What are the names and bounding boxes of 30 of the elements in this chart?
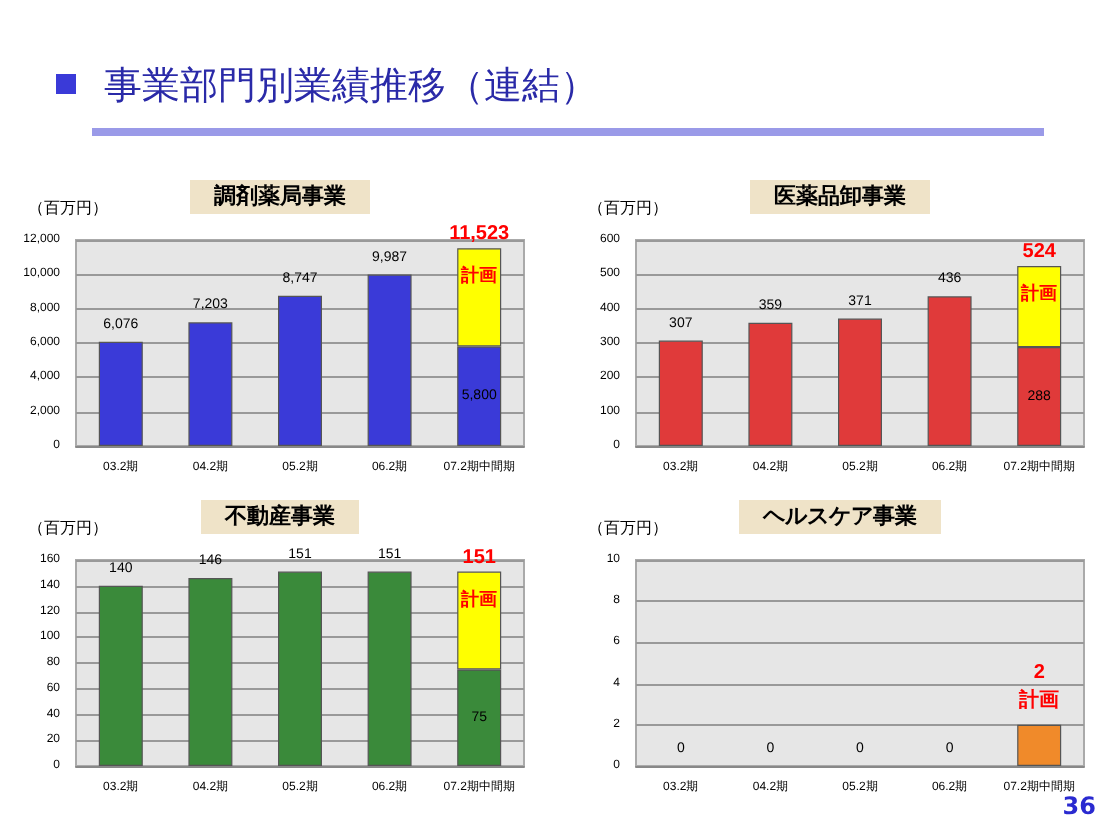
- chart-title: 調剤薬局事業: [214, 183, 346, 209]
- y-axis-title: （百万円）: [588, 199, 668, 217]
- chart-title: ヘルスケア事業: [761, 503, 917, 529]
- total-label: 11,523: [449, 223, 511, 246]
- total-label: 151: [462, 546, 497, 569]
- bar: [278, 295, 322, 446]
- bar: [188, 578, 233, 766]
- bar: [367, 274, 412, 446]
- y-axis-title: （百万円）: [28, 519, 108, 537]
- series-label: 計画: [1017, 687, 1060, 712]
- series-label: 計画: [1019, 283, 1058, 304]
- bar: [927, 296, 972, 446]
- series-label: 計画: [459, 588, 498, 609]
- data-label: 2: [1033, 661, 1046, 684]
- chart-title: 医薬品卸事業: [774, 183, 906, 209]
- bar: [98, 585, 143, 766]
- bar: [748, 322, 793, 446]
- bar: [278, 571, 322, 766]
- y-axis-title: （百万円）: [28, 199, 108, 217]
- total-label: 524: [1022, 241, 1057, 264]
- chart-title: 不動産事業: [223, 503, 335, 529]
- text: 36: [1062, 792, 1096, 820]
- bar: [838, 318, 882, 446]
- bar: [188, 322, 233, 446]
- series-label: 計画: [459, 265, 498, 286]
- bar: [658, 340, 703, 446]
- bar: [367, 571, 412, 766]
- y-axis-title: （百万円）: [588, 519, 668, 537]
- text: 事業部門別業績推移（連結）: [104, 62, 598, 112]
- bar: [98, 341, 143, 446]
